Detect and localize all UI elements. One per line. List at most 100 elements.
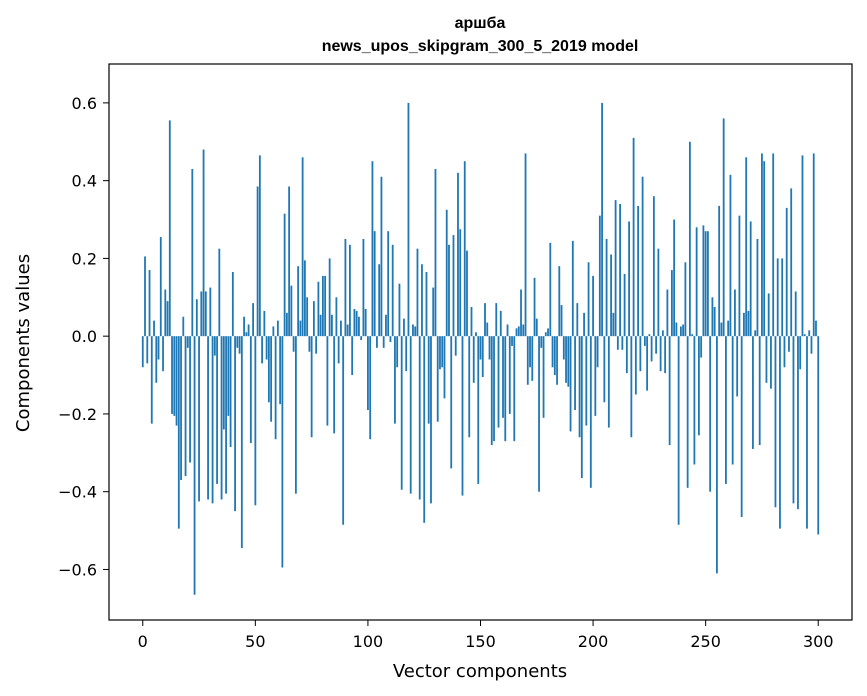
bar-207 bbox=[607, 336, 610, 428]
bar-233 bbox=[666, 289, 669, 337]
bar-179 bbox=[544, 332, 547, 337]
bar-191 bbox=[571, 240, 574, 337]
bar-271 bbox=[752, 336, 754, 449]
bar-203 bbox=[598, 215, 601, 337]
bar-90 bbox=[344, 238, 347, 337]
bars-group bbox=[141, 102, 822, 595]
bar-71 bbox=[301, 157, 304, 337]
bar-37 bbox=[225, 336, 227, 494]
bar-170 bbox=[524, 153, 527, 337]
bar-162 bbox=[506, 324, 509, 337]
bar-178 bbox=[542, 336, 545, 418]
bar-99 bbox=[364, 308, 367, 337]
bar-150 bbox=[479, 336, 482, 360]
bar-44 bbox=[240, 336, 243, 549]
bar-130 bbox=[434, 168, 437, 337]
bar-289 bbox=[792, 336, 795, 504]
bar-151 bbox=[481, 336, 484, 377]
bar-50 bbox=[254, 336, 257, 506]
bar-63 bbox=[283, 213, 286, 337]
bar-111 bbox=[391, 244, 394, 337]
bar-17 bbox=[180, 336, 182, 481]
bar-169 bbox=[522, 324, 525, 337]
bar-299 bbox=[815, 320, 817, 337]
bar-252 bbox=[709, 336, 712, 492]
bar-95 bbox=[355, 310, 358, 337]
bar-172 bbox=[529, 336, 531, 368]
bar-145 bbox=[468, 336, 471, 438]
bar-157 bbox=[495, 303, 498, 337]
bar-15 bbox=[175, 336, 178, 426]
bar-244 bbox=[691, 334, 694, 337]
bar-27 bbox=[202, 149, 205, 337]
bar-137 bbox=[450, 336, 453, 469]
bar-262 bbox=[731, 336, 734, 465]
bar-217 bbox=[630, 336, 633, 438]
bar-255 bbox=[716, 336, 718, 574]
bar-77 bbox=[315, 336, 318, 354]
bar-275 bbox=[761, 153, 763, 337]
bar-87 bbox=[337, 336, 340, 364]
bar-75 bbox=[310, 336, 313, 438]
bar-258 bbox=[722, 118, 725, 337]
bar-256 bbox=[718, 205, 721, 337]
bar-249 bbox=[702, 225, 705, 337]
bar-110 bbox=[389, 336, 392, 342]
bar-131 bbox=[436, 336, 439, 422]
bar-257 bbox=[720, 322, 723, 337]
bar-23 bbox=[193, 336, 196, 595]
bar-280 bbox=[772, 153, 775, 337]
bar-225 bbox=[648, 334, 651, 337]
bar-82 bbox=[326, 336, 329, 426]
bar-198 bbox=[587, 262, 590, 337]
bar-28 bbox=[204, 291, 207, 337]
bar-185 bbox=[558, 266, 561, 337]
bar-47 bbox=[247, 324, 250, 337]
bar-268 bbox=[745, 157, 748, 337]
bar-132 bbox=[439, 336, 441, 370]
bar-182 bbox=[551, 336, 554, 368]
bar-134 bbox=[443, 336, 446, 399]
bar-135 bbox=[445, 209, 448, 337]
bar-34 bbox=[218, 248, 221, 337]
y-tick-label-4: 0.2 bbox=[72, 249, 97, 268]
bar-264 bbox=[736, 336, 739, 397]
bar-221 bbox=[639, 336, 642, 372]
x-axis-label: Vector components bbox=[393, 661, 567, 682]
bar-159 bbox=[499, 310, 502, 337]
bar-194 bbox=[578, 336, 581, 438]
bar-218 bbox=[632, 137, 635, 337]
bar-55 bbox=[265, 336, 268, 360]
bar-261 bbox=[729, 174, 732, 337]
bar-26 bbox=[200, 291, 203, 337]
bar-297 bbox=[810, 336, 813, 354]
bar-231 bbox=[661, 330, 664, 337]
x-tick-label-0: 0 bbox=[138, 632, 148, 651]
bar-0 bbox=[141, 336, 144, 368]
bar-102 bbox=[371, 161, 374, 337]
bar-76 bbox=[312, 301, 315, 337]
bar-70 bbox=[299, 320, 302, 337]
bar-88 bbox=[340, 320, 342, 337]
bar-285 bbox=[783, 336, 786, 368]
bar-113 bbox=[396, 336, 399, 368]
bar-202 bbox=[596, 336, 599, 368]
y-tick-label-3: 0.0 bbox=[72, 327, 97, 346]
bar-229 bbox=[657, 248, 660, 337]
bar-272 bbox=[754, 330, 757, 337]
bar-58 bbox=[272, 326, 275, 337]
bar-274 bbox=[758, 336, 761, 446]
bar-85 bbox=[333, 336, 336, 434]
bar-246 bbox=[695, 227, 698, 337]
bar-214 bbox=[623, 273, 626, 337]
bar-46 bbox=[245, 332, 248, 337]
bar-276 bbox=[763, 161, 766, 337]
bar-56 bbox=[267, 336, 270, 403]
bar-243 bbox=[688, 141, 691, 337]
bar-175 bbox=[535, 318, 538, 337]
bar-284 bbox=[781, 258, 784, 337]
bar-294 bbox=[803, 334, 806, 337]
bar-152 bbox=[484, 303, 486, 337]
